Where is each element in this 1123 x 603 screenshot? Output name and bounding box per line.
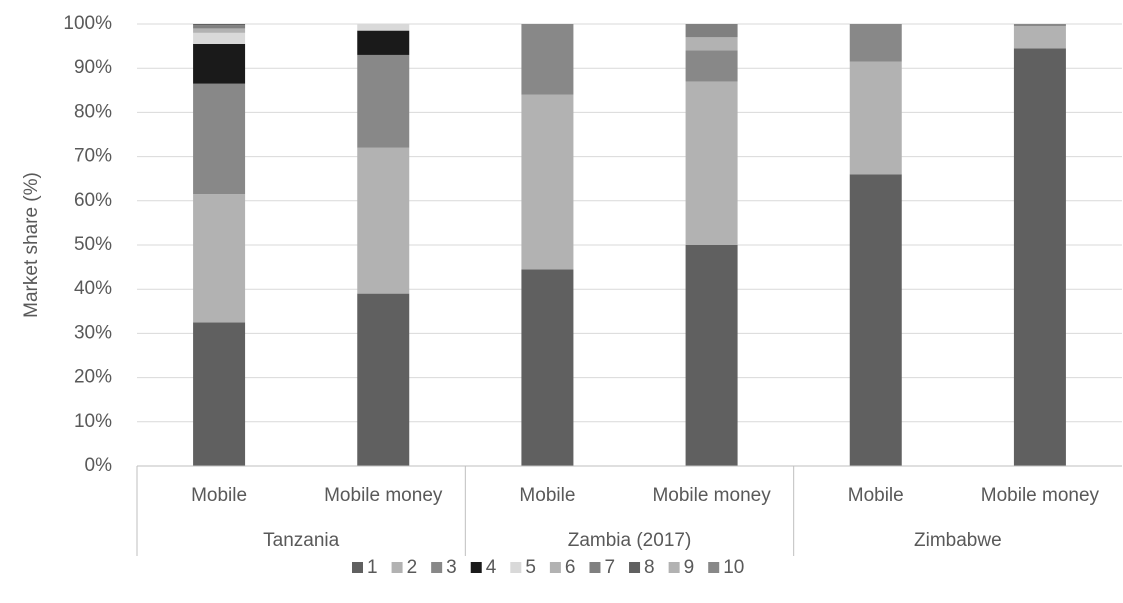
bar-segment (685, 81, 738, 246)
bar-segment (357, 24, 410, 31)
legend-label: 3 (446, 557, 457, 578)
bar-segment (193, 32, 246, 44)
y-tick-label: 30% (74, 322, 112, 343)
bar-segment (685, 24, 738, 38)
bar-segment (849, 61, 902, 175)
bar-segment (357, 54, 410, 148)
legend-swatch (391, 562, 403, 573)
legend-label: 9 (684, 557, 695, 578)
bar-segment (357, 293, 410, 466)
bar-segment (521, 24, 574, 95)
bar-segment (193, 83, 246, 195)
legend-label: 6 (565, 557, 576, 578)
x-tick-label: Mobile money (981, 485, 1100, 506)
y-tick-label: 60% (74, 190, 112, 211)
y-tick-label: 0% (85, 455, 113, 476)
y-tick-label: 80% (74, 101, 112, 122)
bar-segment (357, 147, 410, 294)
bar-segment (1013, 24, 1066, 27)
y-tick-label: 90% (74, 57, 112, 78)
bar-segment (193, 194, 246, 323)
legend-swatch (589, 562, 601, 573)
bar-segment (193, 322, 246, 466)
y-tick-label: 70% (74, 146, 112, 167)
bar-segment (1013, 26, 1066, 49)
bar-segment (193, 25, 246, 29)
y-tick-label: 10% (74, 411, 112, 432)
bar-segment (193, 43, 246, 84)
legend-swatch (510, 562, 522, 573)
y-tick-label: 100% (63, 13, 112, 34)
legend-swatch (352, 562, 363, 573)
group-label: Zimbabwe (914, 530, 1002, 551)
bar-segment (521, 94, 574, 270)
x-tick-label: Mobile (191, 485, 247, 506)
bar-segment (521, 269, 574, 466)
legend-label: 10 (723, 557, 744, 578)
legend-swatch (549, 562, 561, 573)
legend-label: 8 (644, 557, 655, 578)
legend-swatch (470, 562, 482, 573)
legend-swatch (629, 562, 641, 573)
y-axis-label: Market share (%) (21, 172, 42, 318)
x-tick-label: Mobile money (652, 485, 771, 506)
bar-segment (685, 245, 738, 466)
group-label: Zambia (2017) (568, 530, 692, 551)
legend-label: 4 (486, 557, 497, 578)
x-tick-label: Mobile money (324, 485, 443, 506)
legend-label: 1 (367, 557, 378, 578)
bar-segment (685, 50, 738, 82)
legend-label: 2 (407, 557, 418, 578)
legend-swatch (708, 562, 720, 573)
group-label: Tanzania (263, 530, 339, 551)
bar-segment (849, 174, 902, 466)
bar-segment (849, 24, 902, 62)
bar-segment (193, 24, 246, 26)
y-tick-label: 40% (74, 278, 112, 299)
legend-swatch (668, 562, 680, 573)
x-tick-label: Mobile (519, 485, 575, 506)
y-tick-label: 50% (74, 234, 112, 255)
bar-segment (685, 37, 738, 51)
legend-swatch (431, 562, 443, 573)
bar-segment (357, 30, 410, 55)
bar-segment (193, 28, 246, 33)
legend-label: 7 (604, 557, 615, 578)
x-tick-label: Mobile (848, 485, 904, 506)
legend-label: 5 (525, 557, 536, 578)
bar-segment (1013, 48, 1066, 467)
y-tick-label: 20% (74, 367, 112, 388)
